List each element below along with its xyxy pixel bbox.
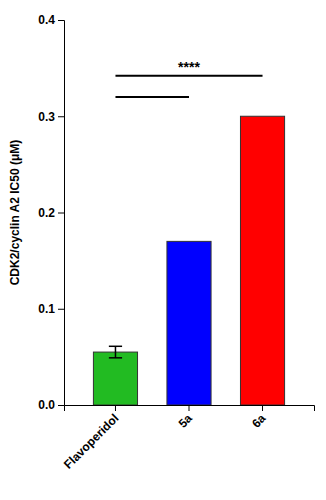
y-tick: 0.2 <box>38 206 64 220</box>
marks <box>93 76 284 405</box>
x-tick: Flavoperidol <box>61 405 121 472</box>
error-bar <box>109 346 122 358</box>
y-tick: 0.4 <box>38 13 64 27</box>
significance-line <box>115 96 189 98</box>
y-tick-mark <box>58 116 64 117</box>
significance-line <box>115 75 262 77</box>
y-tick: 0.3 <box>38 110 64 124</box>
y-tick-mark <box>58 405 64 406</box>
y-axis-title: CDK2/cyclin A2 IC50 (μM) <box>8 140 22 286</box>
y-tick-label: 0.2 <box>38 206 55 220</box>
x-tick-mark <box>115 405 116 411</box>
y-tick-mark <box>58 20 64 21</box>
x-axis-line <box>65 406 315 412</box>
y-tick-mark <box>58 213 64 214</box>
x-tick-label: 6a <box>249 411 269 431</box>
y-tick-label: 0.0 <box>38 398 55 412</box>
y-tick: 0.1 <box>38 302 64 316</box>
significance-label: **** <box>178 59 200 75</box>
bar <box>93 352 137 405</box>
y-tick: 0.0 <box>38 398 64 412</box>
x-tick: 5a <box>176 405 196 431</box>
x-tick: 6a <box>249 405 269 431</box>
x-tick-mark <box>262 405 263 411</box>
y-axis: 0.0 0.1 0.2 0.3 0.4 <box>38 13 64 412</box>
error-bar-cap <box>109 346 122 348</box>
y-tick-label: 0.3 <box>38 110 55 124</box>
x-tick-label: 5a <box>176 411 196 431</box>
y-tick-mark <box>58 309 64 310</box>
x-axis: Flavoperidol 5a 6a <box>61 405 314 472</box>
chart: 0.0 0.1 0.2 0.3 0.4 Flavoperidol 5a 6a **** CDK2/… <box>0 0 326 500</box>
error-bar-stem <box>115 346 117 358</box>
error-bar-cap <box>109 357 122 359</box>
annotations: **** <box>178 59 200 75</box>
x-tick-mark <box>189 405 190 411</box>
y-tick-label: 0.1 <box>38 302 55 316</box>
bar <box>167 241 211 405</box>
y-tick-label: 0.4 <box>38 13 55 27</box>
bar <box>240 116 284 405</box>
x-tick-label: Flavoperidol <box>61 411 121 471</box>
plot-area: 0.0 0.1 0.2 0.3 0.4 Flavoperidol 5a 6a **** <box>38 13 314 471</box>
y-axis-line <box>58 21 65 406</box>
